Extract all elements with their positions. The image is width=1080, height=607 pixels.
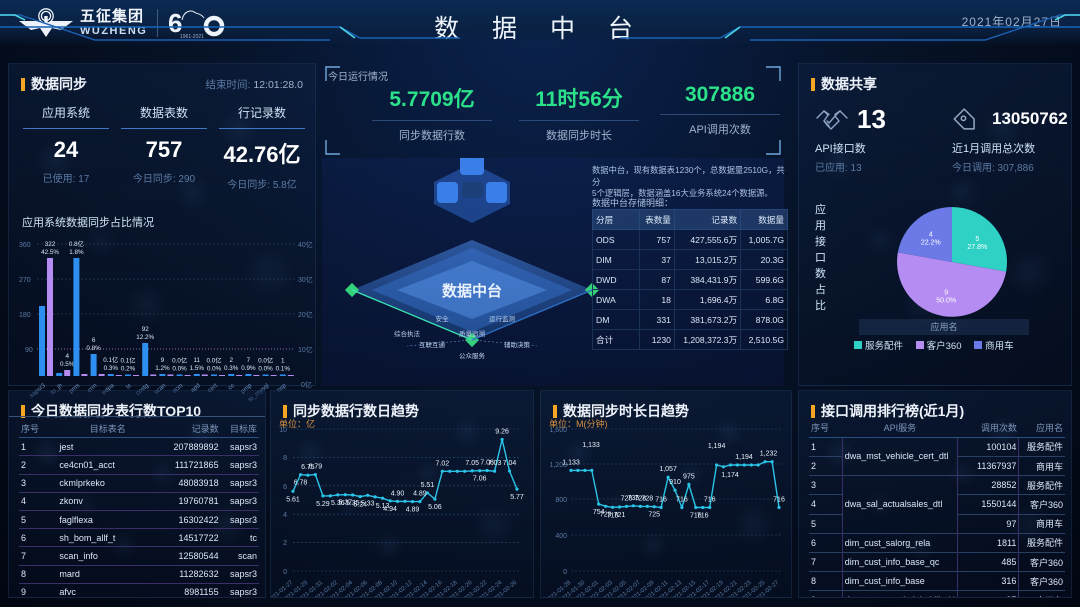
svg-text:1.8%: 1.8% (69, 249, 84, 256)
svg-text:716: 716 (676, 497, 688, 504)
svg-text:0.1亿: 0.1亿 (120, 356, 135, 365)
svg-text:1.2%: 1.2% (155, 365, 170, 372)
svg-text:716: 716 (704, 497, 716, 504)
svg-text:4: 4 (65, 353, 69, 360)
svg-text:50.0%: 50.0% (936, 298, 956, 305)
svg-text:质量追溯: 质量追溯 (459, 329, 485, 338)
svg-text:975: 975 (683, 474, 695, 481)
svg-text:716: 716 (773, 497, 785, 504)
svg-text:725: 725 (648, 512, 660, 519)
svg-text:0.3%: 0.3% (104, 365, 119, 372)
svg-text:6.78: 6.78 (294, 480, 308, 487)
svg-text:180: 180 (19, 312, 31, 319)
svg-text:30亿: 30亿 (298, 275, 313, 284)
svg-text:4: 4 (283, 512, 287, 519)
svg-text:728: 728 (641, 495, 653, 502)
svg-text:6: 6 (283, 484, 287, 491)
svg-text:40亿: 40亿 (298, 240, 313, 249)
svg-text:1,600: 1,600 (549, 427, 567, 434)
svg-text:0.0%: 0.0% (207, 366, 222, 373)
svg-text:2: 2 (283, 540, 287, 547)
svg-text:10亿: 10亿 (298, 345, 313, 354)
svg-text:0亿: 0亿 (301, 380, 312, 389)
svg-text:7.06: 7.06 (473, 476, 487, 483)
svg-text:0.1%: 0.1% (276, 366, 291, 373)
svg-text:270: 270 (19, 277, 31, 284)
svg-text:1,174: 1,174 (721, 472, 739, 479)
svg-text:7.04: 7.04 (503, 460, 517, 467)
svg-text:0: 0 (283, 569, 287, 576)
svg-text:辅助决策: 辅助决策 (504, 340, 531, 349)
svg-text:0.3%: 0.3% (224, 365, 239, 372)
svg-text:1: 1 (281, 358, 285, 365)
svg-text:20亿: 20亿 (298, 310, 313, 319)
svg-text:42.5%: 42.5% (41, 249, 59, 256)
svg-text:运行监测: 运行监测 (489, 314, 516, 323)
svg-text:400: 400 (555, 533, 567, 540)
svg-text:公众服务: 公众服务 (459, 351, 486, 360)
svg-text:1,133: 1,133 (582, 442, 600, 449)
svg-text:90: 90 (25, 347, 33, 354)
svg-text:1.5%: 1.5% (190, 365, 205, 372)
svg-text:1,194: 1,194 (735, 454, 753, 461)
svg-text:0.0亿: 0.0亿 (206, 356, 221, 365)
svg-text:互联互通: 互联互通 (419, 340, 446, 349)
svg-text:27.8%: 27.8% (967, 244, 987, 251)
svg-text:9.26: 9.26 (495, 429, 509, 436)
svg-text:716: 716 (655, 497, 667, 504)
svg-text:11: 11 (194, 357, 201, 364)
svg-text:6: 6 (92, 337, 96, 344)
svg-text:1,194: 1,194 (708, 443, 726, 450)
svg-text:0.0%: 0.0% (172, 366, 187, 373)
svg-text:7: 7 (247, 357, 251, 364)
svg-text:0.1亿: 0.1亿 (103, 355, 118, 364)
svg-text:0.8%: 0.8% (86, 345, 101, 352)
svg-text:1,133: 1,133 (562, 459, 580, 466)
svg-text:0.0%: 0.0% (258, 366, 273, 373)
svg-text:360: 360 (19, 242, 31, 249)
svg-text:8: 8 (283, 455, 287, 462)
svg-text:721: 721 (614, 512, 626, 519)
svg-text:5.61: 5.61 (286, 496, 300, 503)
svg-text:0.9%: 0.9% (241, 365, 256, 372)
svg-text:6.79: 6.79 (309, 464, 323, 471)
svg-text:910: 910 (669, 479, 681, 486)
svg-text:数据中台: 数据中台 (442, 282, 502, 300)
svg-text:5.33: 5.33 (361, 500, 375, 507)
svg-text:0: 0 (563, 569, 567, 576)
svg-text:322: 322 (45, 241, 56, 248)
svg-text:4.89: 4.89 (406, 507, 420, 514)
svg-text:综合执法: 综合执法 (394, 329, 421, 338)
svg-text:4.89: 4.89 (413, 491, 427, 498)
svg-text:800: 800 (555, 497, 567, 504)
svg-text:9: 9 (944, 290, 948, 297)
svg-text:4: 4 (929, 232, 933, 239)
svg-text:92: 92 (142, 326, 150, 333)
svg-text:12.2%: 12.2% (136, 334, 154, 341)
svg-text:5.06: 5.06 (428, 504, 442, 511)
svg-text:4.90: 4.90 (391, 490, 405, 497)
svg-text:2: 2 (229, 357, 233, 364)
svg-text:5: 5 (975, 236, 979, 243)
svg-text:0.0亿: 0.0亿 (172, 356, 187, 365)
svg-text:5.51: 5.51 (421, 482, 435, 489)
svg-text:5.29: 5.29 (316, 501, 330, 508)
svg-text:1,232: 1,232 (760, 451, 778, 458)
svg-text:0.5%: 0.5% (60, 361, 75, 368)
svg-text:716: 716 (697, 513, 709, 520)
svg-text:安全: 安全 (436, 314, 450, 323)
svg-text:10: 10 (279, 427, 287, 434)
svg-text:0.2%: 0.2% (121, 366, 136, 373)
svg-text:22.2%: 22.2% (921, 240, 941, 247)
svg-text:4.94: 4.94 (383, 506, 397, 513)
svg-text:5.77: 5.77 (510, 494, 524, 501)
svg-text:1,057: 1,057 (659, 466, 677, 473)
svg-text:7.02: 7.02 (435, 460, 449, 467)
svg-text:0.8亿: 0.8亿 (69, 239, 84, 248)
svg-text:7.03: 7.03 (488, 460, 502, 467)
svg-text:0.0亿: 0.0亿 (258, 356, 273, 365)
svg-text:7.05: 7.05 (465, 460, 479, 467)
svg-text:9: 9 (161, 357, 165, 364)
